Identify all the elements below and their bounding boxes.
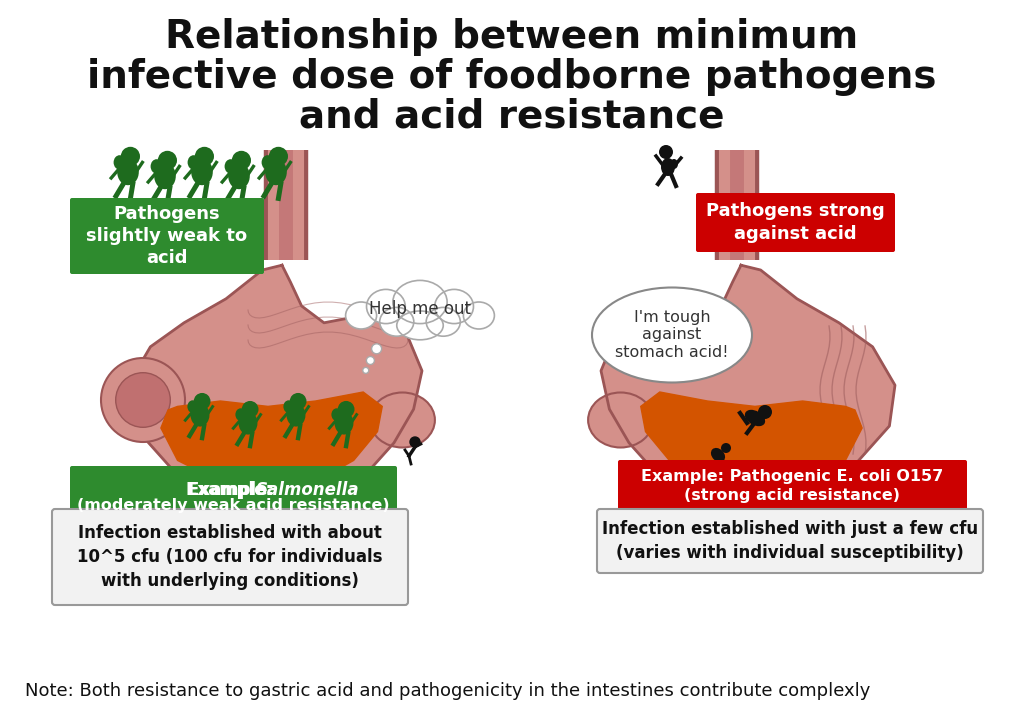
Ellipse shape: [191, 159, 213, 185]
Ellipse shape: [588, 392, 653, 448]
Ellipse shape: [265, 159, 287, 185]
Ellipse shape: [261, 155, 273, 169]
Ellipse shape: [592, 288, 752, 382]
Ellipse shape: [332, 408, 342, 421]
Ellipse shape: [662, 158, 675, 176]
Ellipse shape: [187, 155, 200, 169]
Text: Relationship between minimum: Relationship between minimum: [165, 18, 859, 56]
Polygon shape: [161, 392, 382, 489]
Text: Salmonella: Salmonella: [256, 481, 359, 499]
Circle shape: [231, 151, 251, 170]
Circle shape: [268, 147, 288, 166]
Circle shape: [338, 401, 354, 418]
Circle shape: [290, 393, 306, 409]
Text: Pathogens strong
against acid: Pathogens strong against acid: [707, 202, 885, 243]
Text: I'm tough
against
stomach acid!: I'm tough against stomach acid!: [615, 310, 729, 360]
Ellipse shape: [101, 358, 185, 442]
Ellipse shape: [228, 163, 250, 189]
Circle shape: [195, 147, 214, 166]
Ellipse shape: [711, 448, 725, 462]
Ellipse shape: [155, 163, 176, 189]
Ellipse shape: [380, 308, 414, 336]
Circle shape: [362, 367, 369, 373]
Polygon shape: [128, 265, 422, 506]
Ellipse shape: [287, 404, 305, 426]
Ellipse shape: [393, 281, 447, 323]
Ellipse shape: [670, 159, 678, 169]
Ellipse shape: [435, 289, 473, 323]
Circle shape: [242, 401, 258, 418]
Text: and acid resistance: and acid resistance: [299, 98, 725, 136]
Ellipse shape: [346, 302, 377, 329]
Text: Example:: Example:: [185, 481, 278, 499]
Ellipse shape: [116, 372, 170, 427]
FancyBboxPatch shape: [696, 193, 895, 252]
Ellipse shape: [426, 308, 461, 336]
FancyBboxPatch shape: [597, 509, 983, 573]
Ellipse shape: [335, 412, 353, 434]
FancyBboxPatch shape: [70, 198, 264, 274]
Ellipse shape: [117, 159, 139, 185]
Ellipse shape: [367, 289, 406, 323]
Ellipse shape: [187, 400, 198, 413]
Text: Infection established with just a few cfu
(varies with individual susceptibility: Infection established with just a few cf…: [602, 520, 978, 562]
Ellipse shape: [239, 412, 257, 434]
Ellipse shape: [370, 392, 435, 448]
Text: Example:: Example:: [187, 481, 280, 499]
Circle shape: [410, 437, 420, 447]
Text: infective dose of foodborne pathogens: infective dose of foodborne pathogens: [87, 58, 937, 96]
Text: Help me out: Help me out: [369, 300, 471, 318]
Ellipse shape: [190, 404, 210, 426]
Circle shape: [158, 151, 177, 170]
Ellipse shape: [464, 302, 495, 329]
Ellipse shape: [114, 155, 126, 169]
Circle shape: [367, 357, 375, 365]
Ellipse shape: [284, 400, 294, 413]
Circle shape: [721, 443, 731, 453]
Ellipse shape: [744, 410, 765, 426]
Circle shape: [659, 145, 673, 159]
Circle shape: [121, 147, 140, 166]
Circle shape: [194, 393, 211, 409]
Polygon shape: [601, 265, 895, 506]
Ellipse shape: [224, 159, 237, 174]
Circle shape: [372, 344, 382, 354]
FancyBboxPatch shape: [70, 466, 397, 514]
Polygon shape: [641, 392, 862, 489]
Text: Infection established with about
10^5 cfu (100 cfu for individuals
with underlyi: Infection established with about 10^5 cf…: [77, 525, 383, 590]
Text: Pathogens
slightly weak to
acid: Pathogens slightly weak to acid: [86, 205, 248, 267]
Ellipse shape: [151, 159, 163, 174]
Text: (moderately weak acid resistance): (moderately weak acid resistance): [77, 498, 390, 513]
FancyBboxPatch shape: [52, 509, 408, 605]
FancyBboxPatch shape: [618, 460, 967, 512]
Ellipse shape: [236, 408, 246, 421]
Circle shape: [758, 405, 772, 419]
Ellipse shape: [396, 311, 443, 340]
Text: Example: Pathogenic E. coli O157
(strong acid resistance): Example: Pathogenic E. coli O157 (strong…: [641, 469, 944, 503]
Text: Note: Both resistance to gastric acid and pathogenicity in the intestines contri: Note: Both resistance to gastric acid an…: [25, 682, 870, 700]
